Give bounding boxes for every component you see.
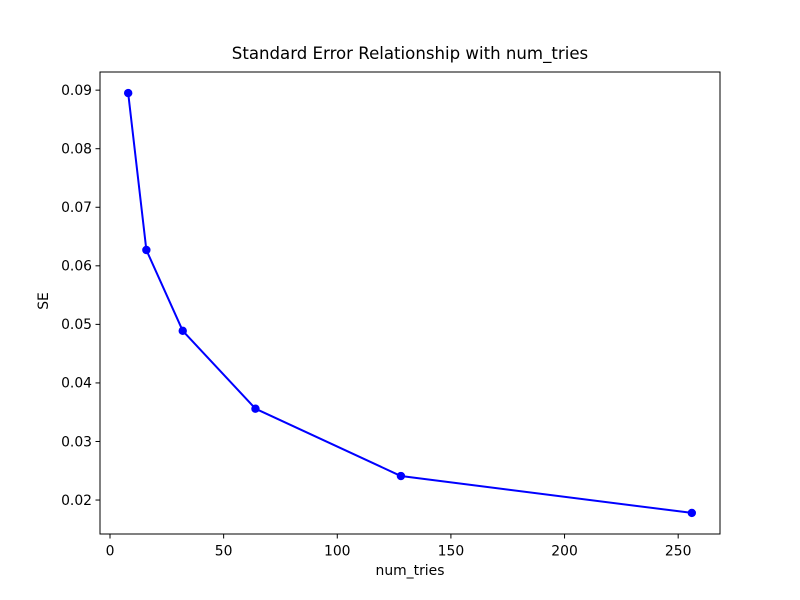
x-tick-label: 0 [106, 544, 115, 560]
x-axis-label: num_tries [375, 563, 445, 579]
x-tick-label: 50 [215, 544, 233, 560]
y-tick-label: 0.06 [61, 259, 92, 275]
y-tick-label: 0.05 [61, 317, 92, 333]
data-point [123, 88, 133, 98]
y-tick-label: 0.08 [61, 142, 92, 158]
data-point [687, 508, 697, 518]
data-line [127, 92, 693, 514]
x-tick-label: 200 [551, 544, 578, 560]
y-tick-label: 0.03 [61, 434, 92, 450]
x-tick-label: 150 [438, 544, 465, 560]
y-tick-label: 0.04 [61, 376, 92, 392]
y-tick-label: 0.02 [61, 493, 92, 509]
plot-border [99, 71, 721, 535]
y-tick-label: 0.07 [61, 200, 92, 216]
chart-title: Standard Error Relationship with num_tri… [231, 44, 589, 63]
x-tick-label: 100 [324, 544, 351, 560]
data-point [178, 326, 187, 336]
data-point [396, 471, 406, 481]
data-point [142, 245, 151, 255]
y-tick-label: 0.09 [61, 83, 92, 99]
x-tick-label: 250 [665, 544, 692, 560]
data-point [251, 404, 260, 413]
